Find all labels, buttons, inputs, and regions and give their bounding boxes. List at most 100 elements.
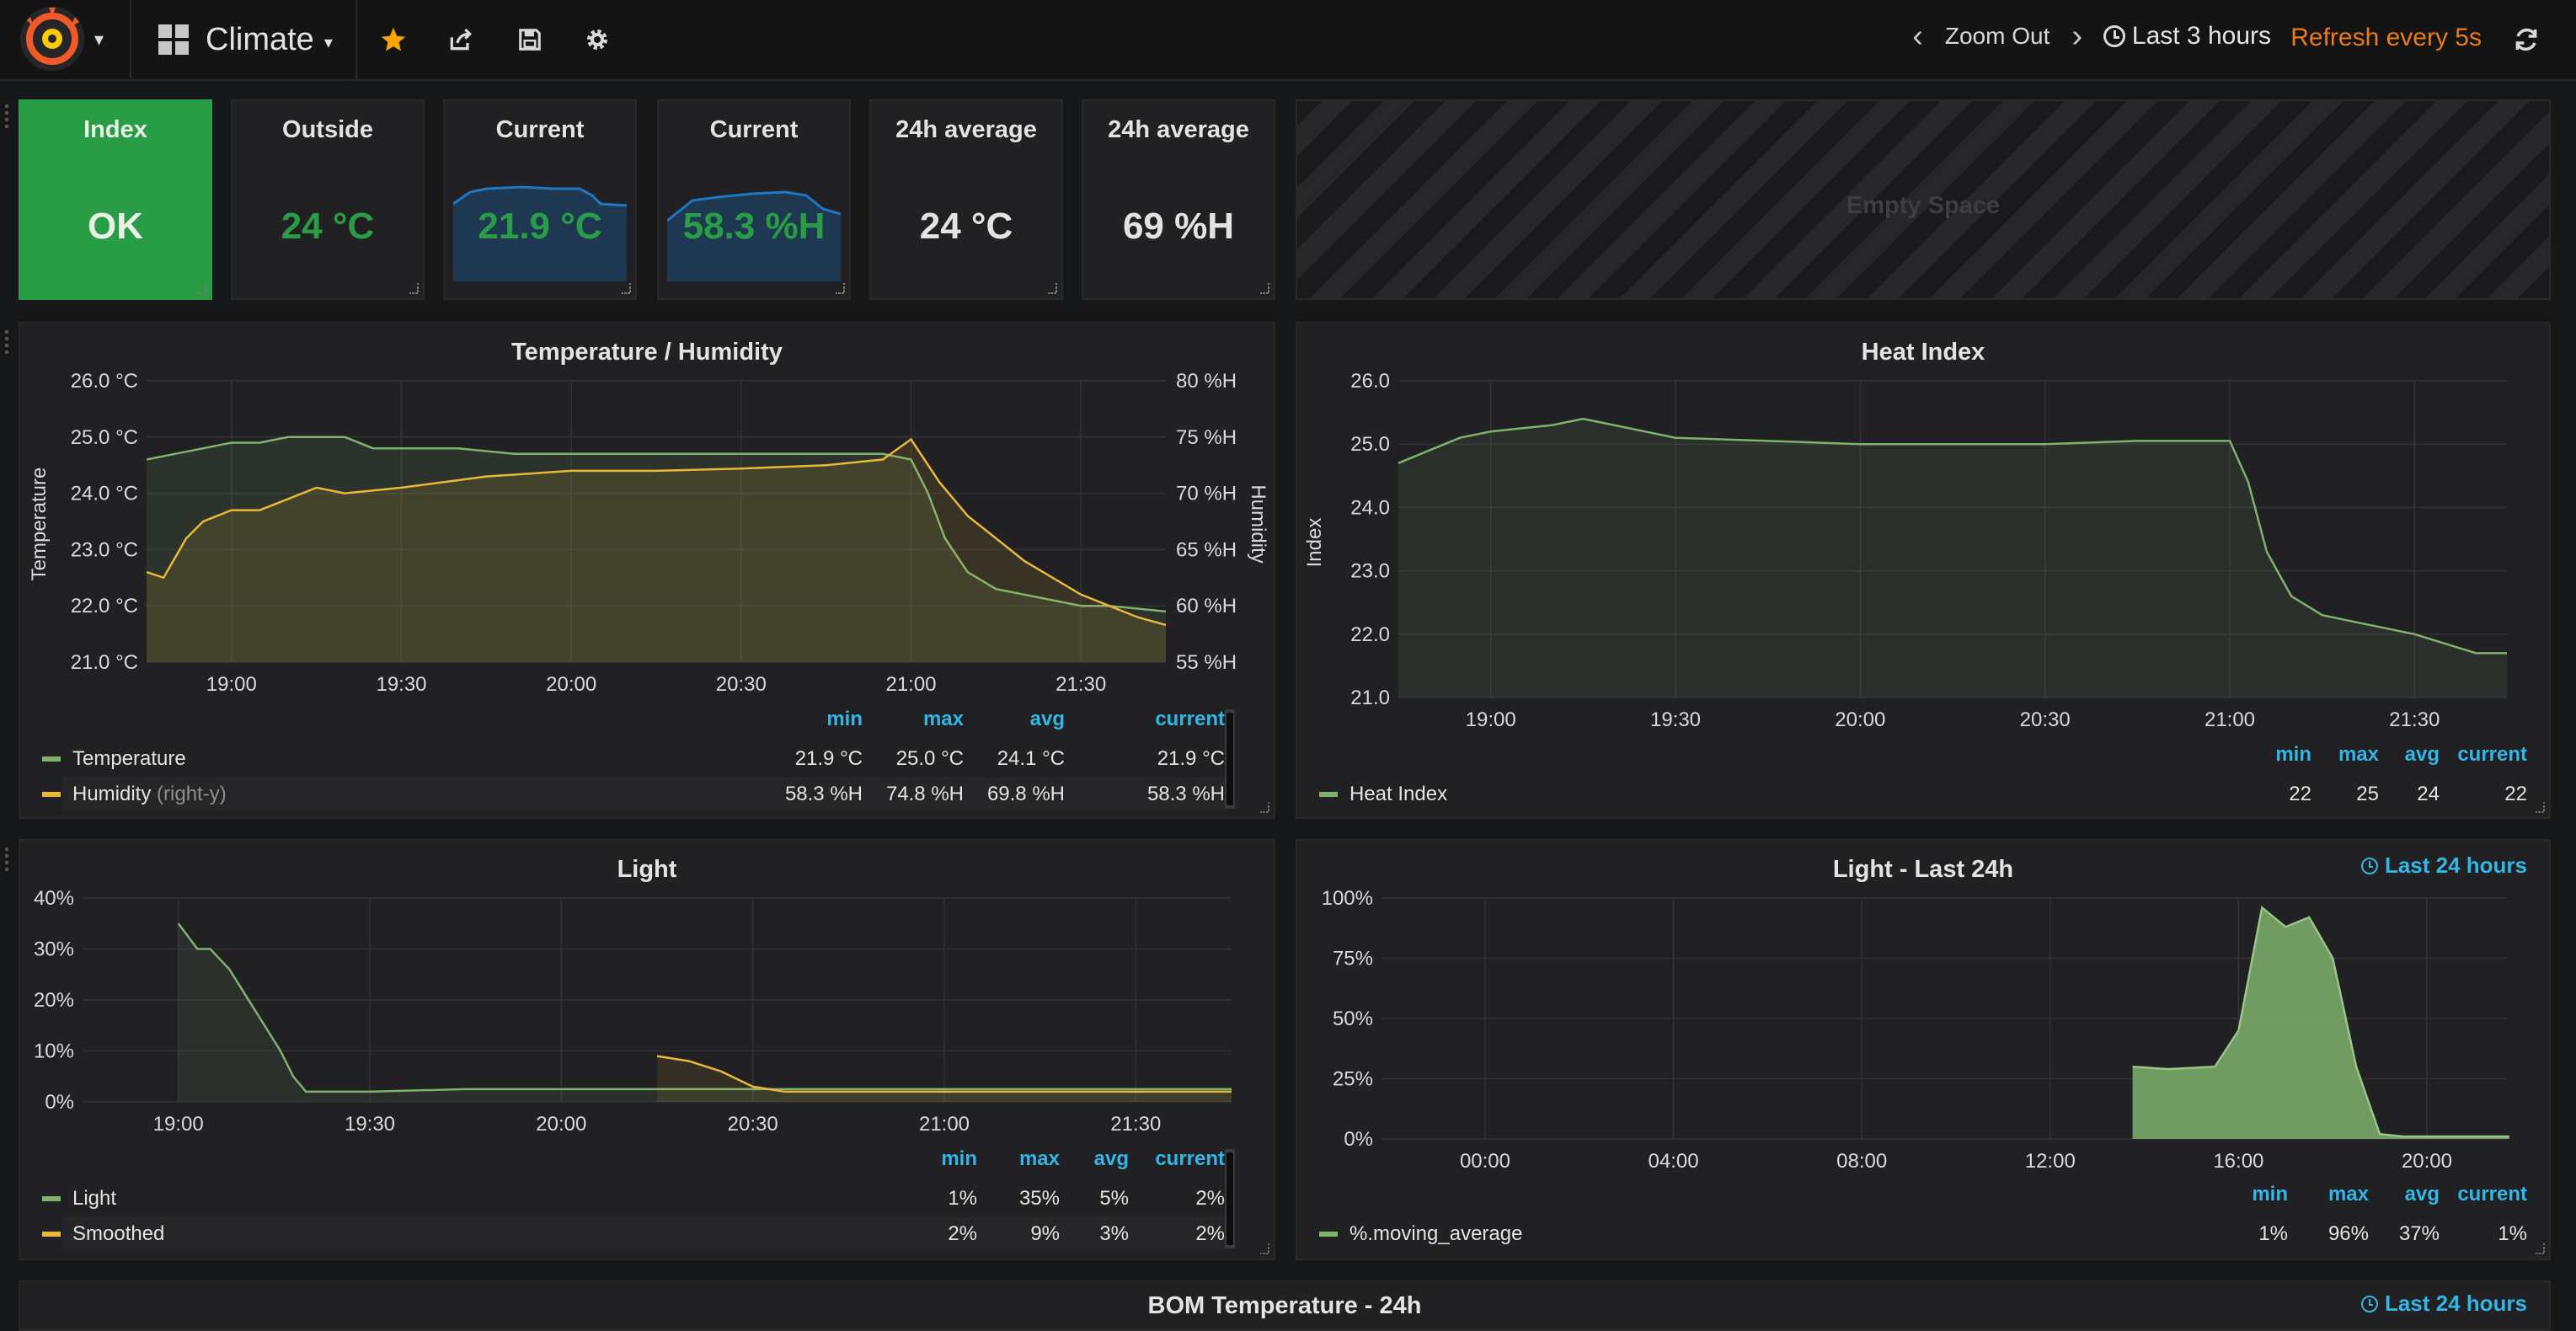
panel-title[interactable]: Light - Last 24h bbox=[1832, 856, 2014, 883]
legend-header-avg[interactable]: avg bbox=[1029, 708, 1065, 730]
legend-series-name[interactable]: Temperature bbox=[72, 747, 186, 770]
resize-handle-icon[interactable] bbox=[404, 280, 420, 295]
row-drag-handle[interactable] bbox=[5, 847, 10, 876]
legend-series-name[interactable]: Humidity (right-y) bbox=[72, 783, 227, 805]
light-24h-panel[interactable]: Light - Last 24h Last 24 hours 00:00 04:0… bbox=[1296, 839, 2551, 1260]
panel-title[interactable]: Temperature / Humidity bbox=[511, 339, 783, 366]
x-tick-label: 19:00 bbox=[1466, 708, 1516, 728]
legend-value-avg: 37% bbox=[2398, 1222, 2440, 1245]
legend-color-swatch[interactable] bbox=[1319, 1232, 1338, 1237]
series-line-1[interactable] bbox=[146, 437, 1167, 627]
zoom-out-button[interactable]: Zoom Out bbox=[1944, 23, 2050, 49]
stat-panel[interactable]: Current 21.9 °C bbox=[443, 99, 637, 300]
time-range-picker[interactable]: Last 3 hours bbox=[2103, 22, 2271, 51]
save-button[interactable] bbox=[509, 19, 551, 61]
series-line-0[interactable] bbox=[177, 922, 1232, 1093]
legend-header-avg[interactable]: avg bbox=[1093, 1147, 1129, 1170]
dashboard-picker[interactable]: Climate ▾ bbox=[158, 17, 333, 62]
resize-handle-icon[interactable] bbox=[1255, 280, 1270, 295]
row-drag-handle[interactable] bbox=[5, 104, 10, 133]
stat-panel[interactable]: 24h average 24 °C bbox=[869, 99, 1063, 300]
legend-series-name[interactable]: %.moving_average bbox=[1349, 1222, 1523, 1245]
x-tick-label: 19:00 bbox=[206, 673, 257, 694]
legend-color-swatch[interactable] bbox=[1319, 792, 1338, 797]
resize-handle-icon[interactable] bbox=[1043, 280, 1058, 295]
chevron-right-icon[interactable]: › bbox=[2071, 19, 2082, 54]
legend-color-swatch[interactable] bbox=[42, 1196, 61, 1201]
stat-title[interactable]: Current bbox=[495, 116, 585, 143]
refresh-interval-picker[interactable]: Refresh every 5s bbox=[2290, 24, 2482, 51]
legend-header-current[interactable]: current bbox=[1155, 708, 1225, 730]
series-line-0[interactable] bbox=[1398, 417, 2507, 655]
legend-header-max[interactable]: max bbox=[1018, 1147, 1060, 1170]
resize-handle-icon[interactable] bbox=[617, 280, 632, 295]
light-24h-chart[interactable]: 00:00 04:00 08:00 12:00 16:00 20:00 100% 75% 50%… bbox=[1297, 841, 2551, 1178]
series-line-0[interactable] bbox=[146, 436, 1167, 613]
light-panel[interactable]: Light 19:00 19:30 20:00 20:30 21:00 21:30 40% 3… bbox=[19, 839, 1275, 1260]
settings-button[interactable] bbox=[576, 19, 618, 61]
legend-series-row[interactable]: Heat Index 22 25 24 22 bbox=[1319, 777, 2527, 810]
resize-handle-icon[interactable] bbox=[1255, 1240, 1270, 1255]
legend-header-max[interactable]: max bbox=[922, 708, 964, 730]
resize-handle-icon[interactable] bbox=[831, 280, 846, 295]
temperature-humidity-panel[interactable]: Temperature / Humidity 19:00 19:30 20:00 20… bbox=[19, 322, 1275, 819]
stat-title[interactable]: Outside bbox=[282, 116, 373, 143]
series-line-1[interactable] bbox=[656, 1055, 1232, 1093]
stat-title[interactable]: Current bbox=[709, 116, 799, 143]
legend-series-name[interactable]: Heat Index bbox=[1349, 783, 1448, 805]
legend-header-min[interactable]: min bbox=[826, 708, 863, 730]
legend-header-avg[interactable]: avg bbox=[2404, 743, 2440, 766]
stat-panel[interactable]: Current 58.3 %H bbox=[657, 99, 851, 300]
logo-caret-icon[interactable]: ▾ bbox=[94, 29, 104, 50]
heat-index-chart[interactable]: 19:00 19:30 20:00 20:30 21:00 21:30 26.0 25.0 24… bbox=[1297, 323, 2551, 728]
legend-series-row[interactable]: Humidity (right-y) 58.3 %H 74.8 %H 69.8 %H 5… bbox=[42, 777, 1225, 810]
x-tick-label: 16:00 bbox=[2213, 1150, 2263, 1173]
legend-header-current[interactable]: current bbox=[1155, 1147, 1225, 1170]
legend-scrollbar[interactable] bbox=[1225, 709, 1235, 809]
star-button[interactable] bbox=[372, 19, 414, 61]
legend-header-current[interactable]: current bbox=[2457, 1183, 2527, 1205]
panel-title[interactable]: Heat Index bbox=[1861, 339, 1985, 366]
resize-handle-icon[interactable] bbox=[2531, 799, 2546, 814]
stat-title[interactable]: 24h average bbox=[895, 116, 1037, 143]
light-chart[interactable]: 19:00 19:30 20:00 20:30 21:00 21:30 40% 30% 20% 1… bbox=[20, 841, 1275, 1144]
resize-handle-icon[interactable] bbox=[2531, 1240, 2546, 1255]
legend-series-row[interactable]: Light 1% 35% 5% 2% bbox=[42, 1181, 1225, 1215]
stat-panel[interactable]: Outside 24 °C bbox=[231, 99, 425, 300]
temperature-humidity-chart[interactable]: 19:00 19:30 20:00 20:30 21:00 21:30 26.0 °C 25.… bbox=[20, 323, 1275, 694]
panel-title[interactable]: Light bbox=[617, 856, 677, 883]
legend-series-row[interactable]: %.moving_average 1% 96% 37% 1% bbox=[1319, 1216, 2527, 1250]
chevron-left-icon[interactable]: ‹ bbox=[1912, 19, 1923, 54]
legend-color-swatch[interactable] bbox=[42, 792, 61, 797]
legend-series-row[interactable]: Smoothed 2% 9% 3% 2% bbox=[42, 1216, 1225, 1250]
resize-handle-icon[interactable] bbox=[192, 280, 207, 295]
grafana-logo-icon[interactable] bbox=[19, 5, 86, 72]
bom-temperature-panel[interactable]: BOM Temperature - 24h Last 24 hours bbox=[19, 1280, 2551, 1331]
series-line-0[interactable] bbox=[2132, 906, 2509, 1138]
stat-panel[interactable]: 24h average 69 %H bbox=[1082, 99, 1275, 300]
legend-value-max: 74.8 %H bbox=[885, 783, 964, 805]
legend-color-swatch[interactable] bbox=[42, 756, 61, 762]
stat-panel[interactable]: Index OK bbox=[19, 99, 212, 300]
row-drag-handle[interactable] bbox=[5, 330, 10, 359]
x-tick-label: 04:00 bbox=[1649, 1150, 1699, 1173]
resize-handle-icon[interactable] bbox=[1255, 799, 1270, 814]
legend-header-avg[interactable]: avg bbox=[2404, 1183, 2440, 1205]
stat-title[interactable]: Index bbox=[83, 116, 147, 143]
refresh-button[interactable] bbox=[2505, 19, 2547, 61]
stat-title[interactable]: 24h average bbox=[1108, 116, 1249, 143]
legend-header-min[interactable]: min bbox=[2275, 743, 2311, 766]
legend-color-swatch[interactable] bbox=[42, 1232, 61, 1237]
legend-series-name[interactable]: Light bbox=[72, 1187, 117, 1210]
legend-series-name[interactable]: Smoothed bbox=[72, 1222, 165, 1245]
legend-scrollbar[interactable] bbox=[1225, 1149, 1235, 1248]
legend-header-min[interactable]: min bbox=[941, 1147, 977, 1170]
heat-index-panel[interactable]: Heat Index 19:00 19:30 20:00 20:30 21:00 21:3… bbox=[1296, 322, 2551, 819]
panel-title[interactable]: BOM Temperature - 24h bbox=[1147, 1292, 1422, 1319]
legend-header-max[interactable]: max bbox=[2327, 1183, 2369, 1205]
legend-header-current[interactable]: current bbox=[2457, 743, 2527, 766]
legend-header-max[interactable]: max bbox=[2338, 743, 2379, 766]
legend-series-row[interactable]: Temperature 21.9 °C 25.0 °C 24.1 °C 21.9 °C bbox=[42, 741, 1225, 775]
share-button[interactable] bbox=[440, 19, 482, 61]
legend-header-min[interactable]: min bbox=[2252, 1183, 2288, 1205]
